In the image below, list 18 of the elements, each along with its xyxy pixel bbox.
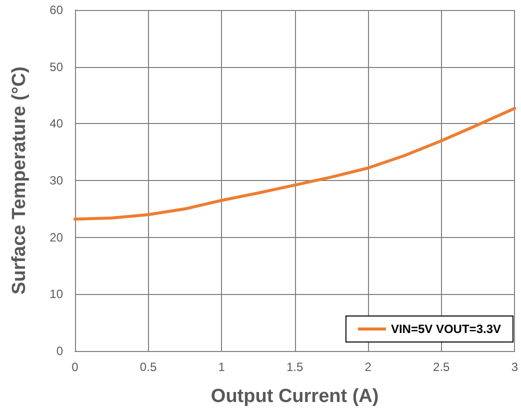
y-axis-title: Surface Temperature (°C) (9, 66, 30, 294)
x-tick-label: 2.5 (433, 360, 450, 374)
y-tick-label: 30 (50, 174, 64, 188)
x-tick-label: 0.5 (140, 360, 157, 374)
line-series (74, 106, 516, 221)
x-tick-label: 3 (511, 360, 518, 374)
x-tick-label: 2 (364, 360, 372, 374)
y-tick-label: 0 (56, 344, 64, 358)
y-tick-label: 10 (50, 287, 64, 302)
x-axis-title: Output Current (A) (210, 386, 379, 407)
x-tick-label: 1 (218, 360, 226, 374)
x-tick-label: 0 (72, 360, 79, 374)
x-tick-label: 1.5 (286, 360, 304, 374)
y-tick-label: 50 (50, 60, 64, 74)
legend-label: VIN=5V VOUT=3.3V (390, 322, 502, 336)
y-tick-label: 20 (50, 230, 64, 244)
y-tick-label: 40 (50, 116, 64, 131)
y-tick-label: 60 (50, 3, 64, 17)
